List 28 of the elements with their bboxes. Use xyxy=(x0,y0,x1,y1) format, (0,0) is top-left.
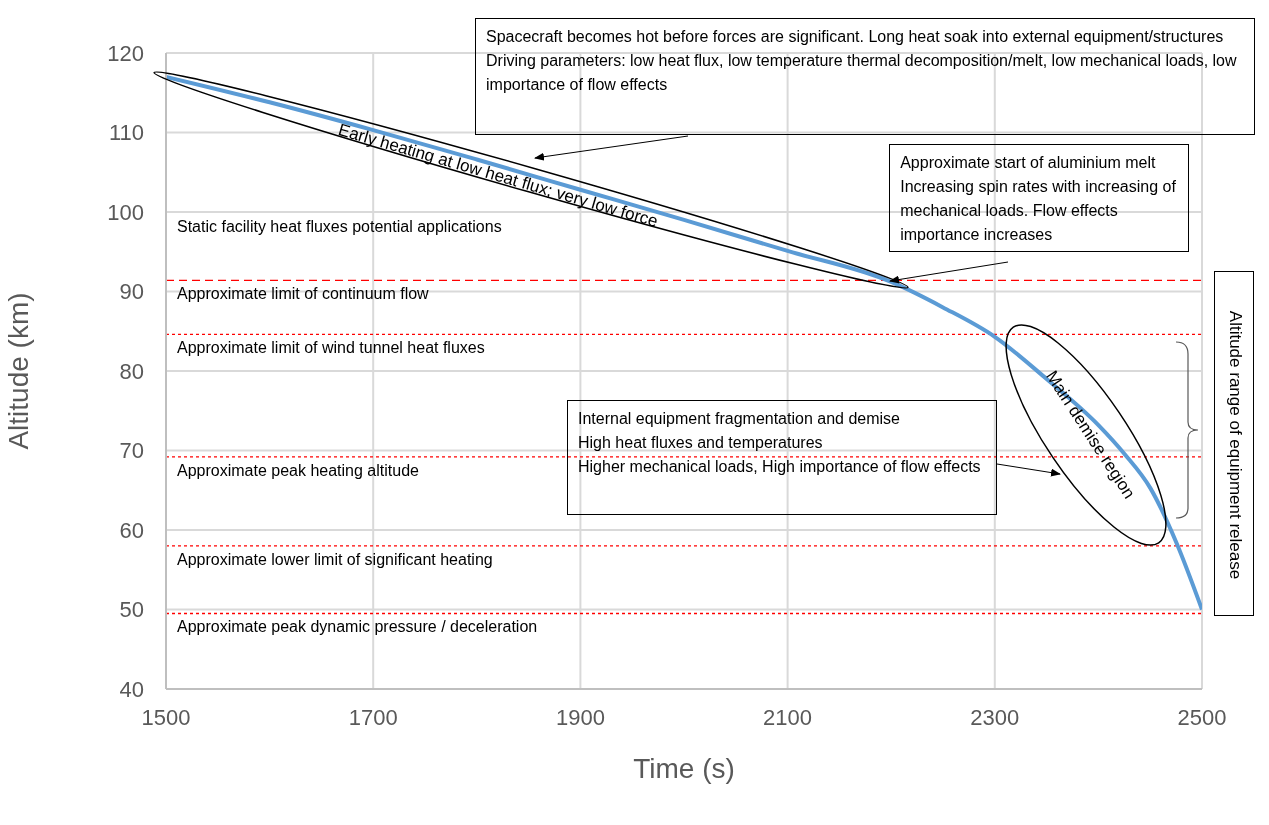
y-tick-label: 80 xyxy=(119,358,144,384)
y-tick-label: 70 xyxy=(119,438,144,464)
y-axis-title: Altitude (km) xyxy=(2,292,34,450)
y-tick-label: 100 xyxy=(107,199,144,225)
ref-line-label: Approximate limit of wind tunnel heat fluxes xyxy=(177,339,485,358)
x-tick-label: 1900 xyxy=(555,704,605,730)
text: Altitude range of equipment release xyxy=(1225,310,1245,579)
y-tick-label: 60 xyxy=(119,517,144,543)
x-tick-label: 2300 xyxy=(970,704,1020,730)
ref-line-label: Approximate limit of continuum flow xyxy=(177,285,429,304)
line-series xyxy=(166,74,1202,612)
y-tick-label: 110 xyxy=(108,120,144,146)
x-tick-label: 2100 xyxy=(763,704,813,730)
annotation: Approximate start of aluminium melt Increasing spin rates with increasing of mechanical loads. Flow effects importance increases xyxy=(889,143,1190,252)
x-tick-label: 1700 xyxy=(348,704,398,730)
annotation: Static facility heat fluxes potential applications xyxy=(177,218,502,236)
ref-line-label: Approximate peak heating altitude xyxy=(177,461,419,480)
y-tick-label: 120 xyxy=(107,40,144,66)
y-tick-label: 50 xyxy=(119,597,144,623)
x-axis-title: Time (s) xyxy=(633,753,735,784)
annotation: Spacecraft becomes hot before forces are significant. Long heat soak into external equipment/structures Driving parameters: low heat flux, low temperature thermal decomposition/melt, low mechanical loads, low importance of flow effects xyxy=(486,28,1237,93)
ref-line-label: Approximate peak dynamic pressure / deceleration xyxy=(177,618,538,637)
x-tick-label: 1500 xyxy=(141,704,191,730)
y-tick-label: 40 xyxy=(119,676,144,702)
x-tick-label: 2500 xyxy=(1177,704,1227,730)
y-tick-label: 90 xyxy=(119,279,144,305)
ref-line-label: Approximate lower limit of significant heating xyxy=(177,550,493,569)
annotation: Internal equipment fragmentation and demise High heat fluxes and temperatures Higher mechanical loads, High importance of flow effects xyxy=(567,400,997,515)
